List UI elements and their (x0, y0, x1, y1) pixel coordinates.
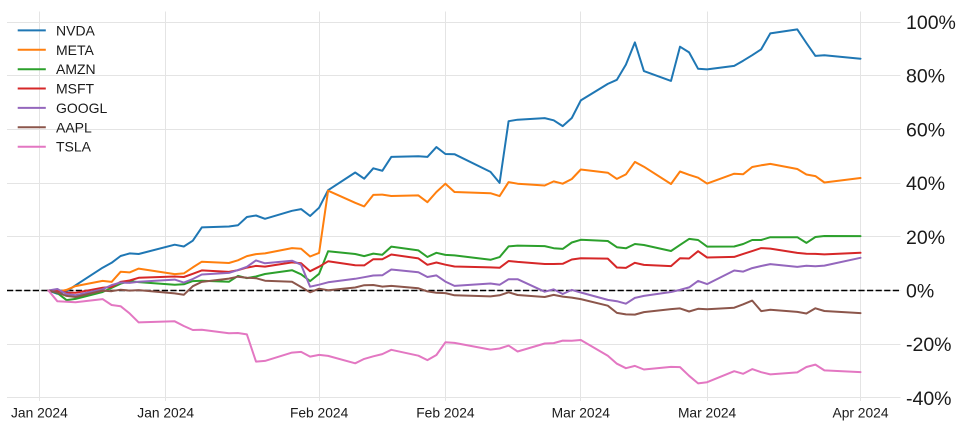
svg-text:GOOGL: GOOGL (56, 100, 108, 116)
svg-text:Jan 2024: Jan 2024 (137, 406, 194, 421)
svg-text:100%: 100% (906, 12, 956, 34)
svg-text:AAPL: AAPL (56, 119, 92, 135)
svg-text:60%: 60% (906, 119, 945, 141)
svg-text:20%: 20% (906, 227, 945, 249)
svg-text:0%: 0% (906, 281, 934, 303)
svg-text:Mar 2024: Mar 2024 (678, 406, 737, 421)
svg-text:Mar 2024: Mar 2024 (552, 406, 611, 421)
svg-text:AMZN: AMZN (56, 61, 96, 77)
svg-text:-40%: -40% (906, 388, 952, 410)
svg-text:Jan 2024: Jan 2024 (11, 406, 68, 421)
svg-text:80%: 80% (906, 66, 945, 88)
svg-text:TSLA: TSLA (56, 139, 92, 155)
svg-text:Feb 2024: Feb 2024 (416, 406, 475, 421)
svg-text:META: META (56, 42, 95, 58)
svg-text:40%: 40% (906, 173, 945, 195)
svg-text:-20%: -20% (906, 334, 952, 356)
svg-text:Apr 2024: Apr 2024 (833, 406, 889, 421)
svg-text:MSFT: MSFT (56, 81, 95, 97)
svg-text:NVDA: NVDA (56, 22, 96, 38)
svg-text:Feb 2024: Feb 2024 (290, 406, 349, 421)
